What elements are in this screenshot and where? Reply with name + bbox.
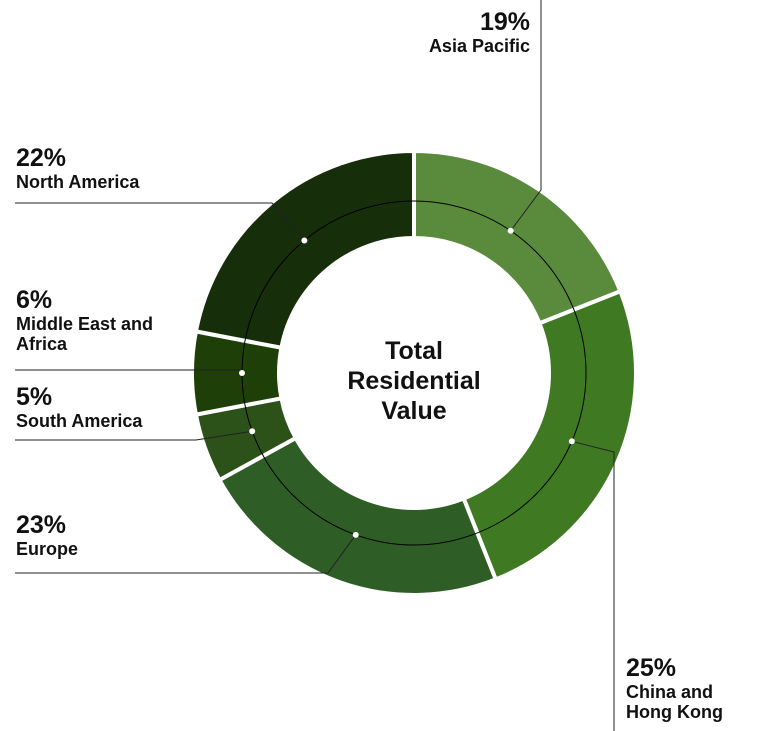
center-title: Total Residential Value xyxy=(347,337,481,425)
leader-dot xyxy=(352,531,359,538)
slice-label: 6% Middle East and Africa xyxy=(16,286,156,354)
value-label: 22% xyxy=(16,144,67,172)
category-label: China and Hong Kong xyxy=(626,682,723,722)
leader-line xyxy=(15,202,305,241)
donut-slice xyxy=(412,148,624,326)
leader-dot xyxy=(568,438,575,445)
leader-line xyxy=(15,534,357,574)
category-label: North America xyxy=(16,172,140,192)
slice-label: 23% Europe xyxy=(16,511,216,559)
value-label: 19% xyxy=(479,8,530,36)
leader-dot xyxy=(507,227,514,234)
category-label: Asia Pacific xyxy=(428,36,530,56)
leader-line xyxy=(571,440,615,731)
leader-dot xyxy=(239,370,245,376)
leader-line xyxy=(15,430,253,441)
category-label: South America xyxy=(16,411,143,431)
value-label: 6% xyxy=(16,286,53,314)
leader-dot xyxy=(249,428,256,435)
slice-label: 19% Asia Pacific xyxy=(330,8,530,56)
slice-label: 5% South America xyxy=(16,383,216,431)
slice-label: 22% North America xyxy=(16,144,216,192)
donut-slice xyxy=(461,288,638,583)
leader-dot xyxy=(301,237,308,244)
slice-label: 25% China and Hong Kong xyxy=(626,654,756,722)
leader-line xyxy=(510,0,542,232)
value-label: 5% xyxy=(16,383,53,411)
category-label: Europe xyxy=(16,539,79,559)
donut-slice xyxy=(216,435,499,597)
value-label: 23% xyxy=(16,511,67,539)
donut-slice xyxy=(193,148,416,351)
category-label: Middle East and Africa xyxy=(16,314,154,354)
value-label: 25% xyxy=(626,654,677,682)
